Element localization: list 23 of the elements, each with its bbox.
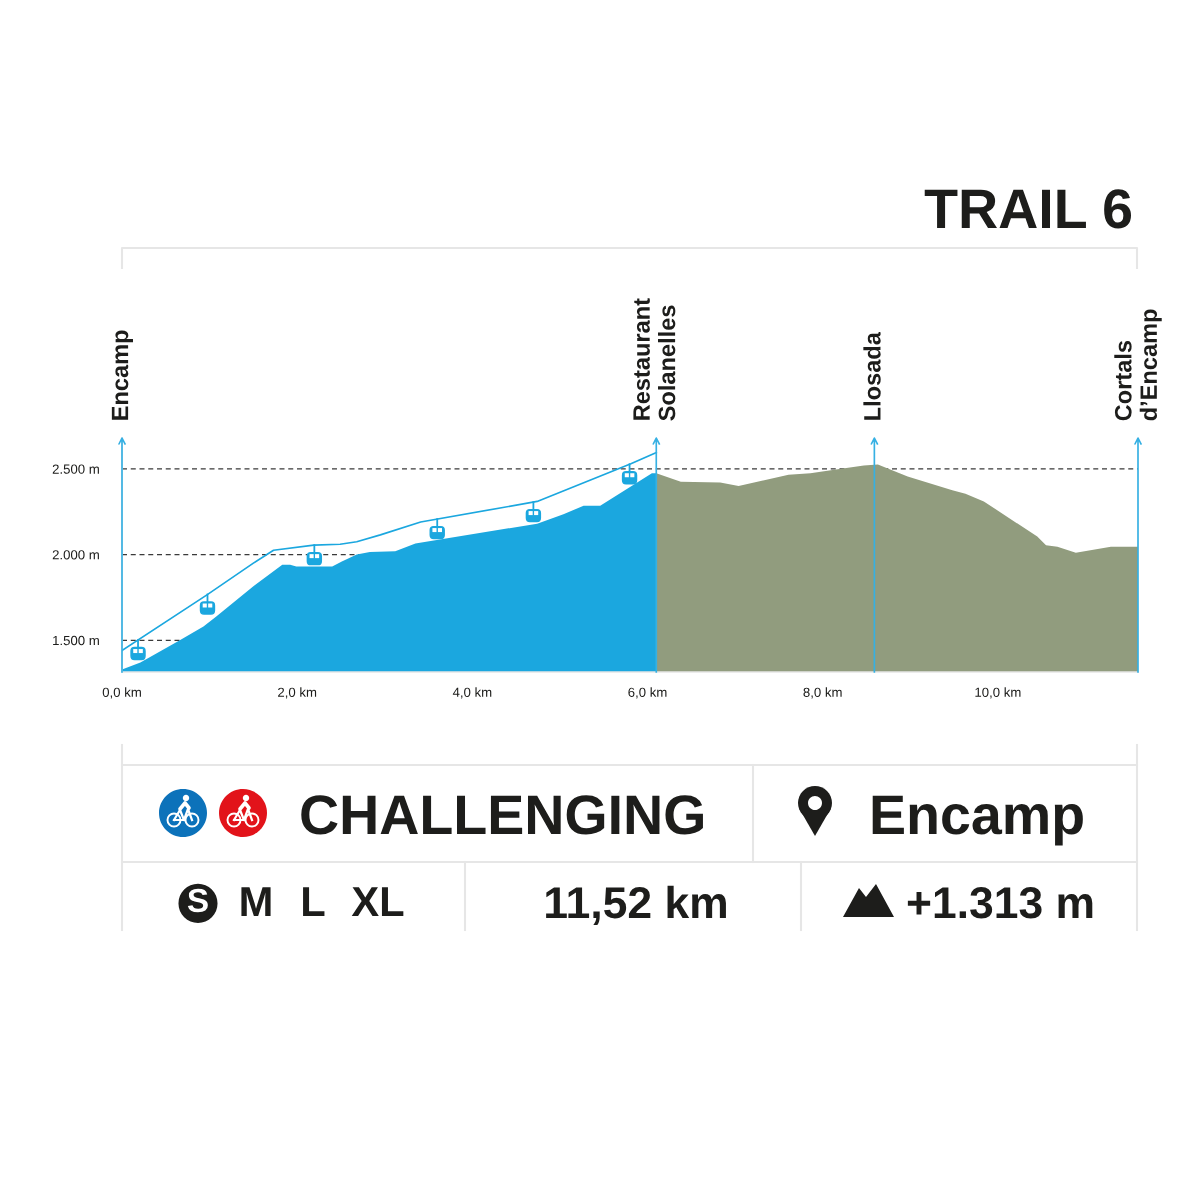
text: +1.313 m	[907, 886, 1093, 919]
x-tick-label: 2,0 km	[278, 687, 317, 699]
ref-line-label: Restaurant Solanelles	[633, 298, 676, 421]
text: S	[187, 888, 208, 913]
x-tick-label: 4,0 km	[452, 687, 492, 699]
text: XL	[351, 887, 404, 916]
chart-title: TRAIL 6	[924, 189, 1131, 229]
x-tick-label: 0,0 km	[102, 687, 141, 699]
y-tick-label: 2.500 m	[52, 464, 99, 474]
text: Encamp	[872, 795, 1083, 846]
x-tick-label: 6,0 km	[628, 687, 667, 699]
x-tick-label: 8,0 km	[803, 687, 842, 699]
ref-line-label: Llosada	[863, 331, 881, 420]
text: M	[241, 887, 271, 916]
text: CHALLENGING	[301, 795, 703, 835]
line-series	[122, 451, 658, 652]
y-tick-label: 2.000 m	[52, 550, 99, 560]
text: 11,52 km	[546, 885, 726, 925]
ref-line-label: Encamp	[111, 330, 134, 420]
ref-line-label: Cortals d’Encamp	[1114, 309, 1162, 421]
y-tick-label: 1.500 m	[53, 635, 99, 646]
x-tick-label: 10,0 km	[975, 687, 1021, 699]
text: L	[303, 887, 325, 916]
